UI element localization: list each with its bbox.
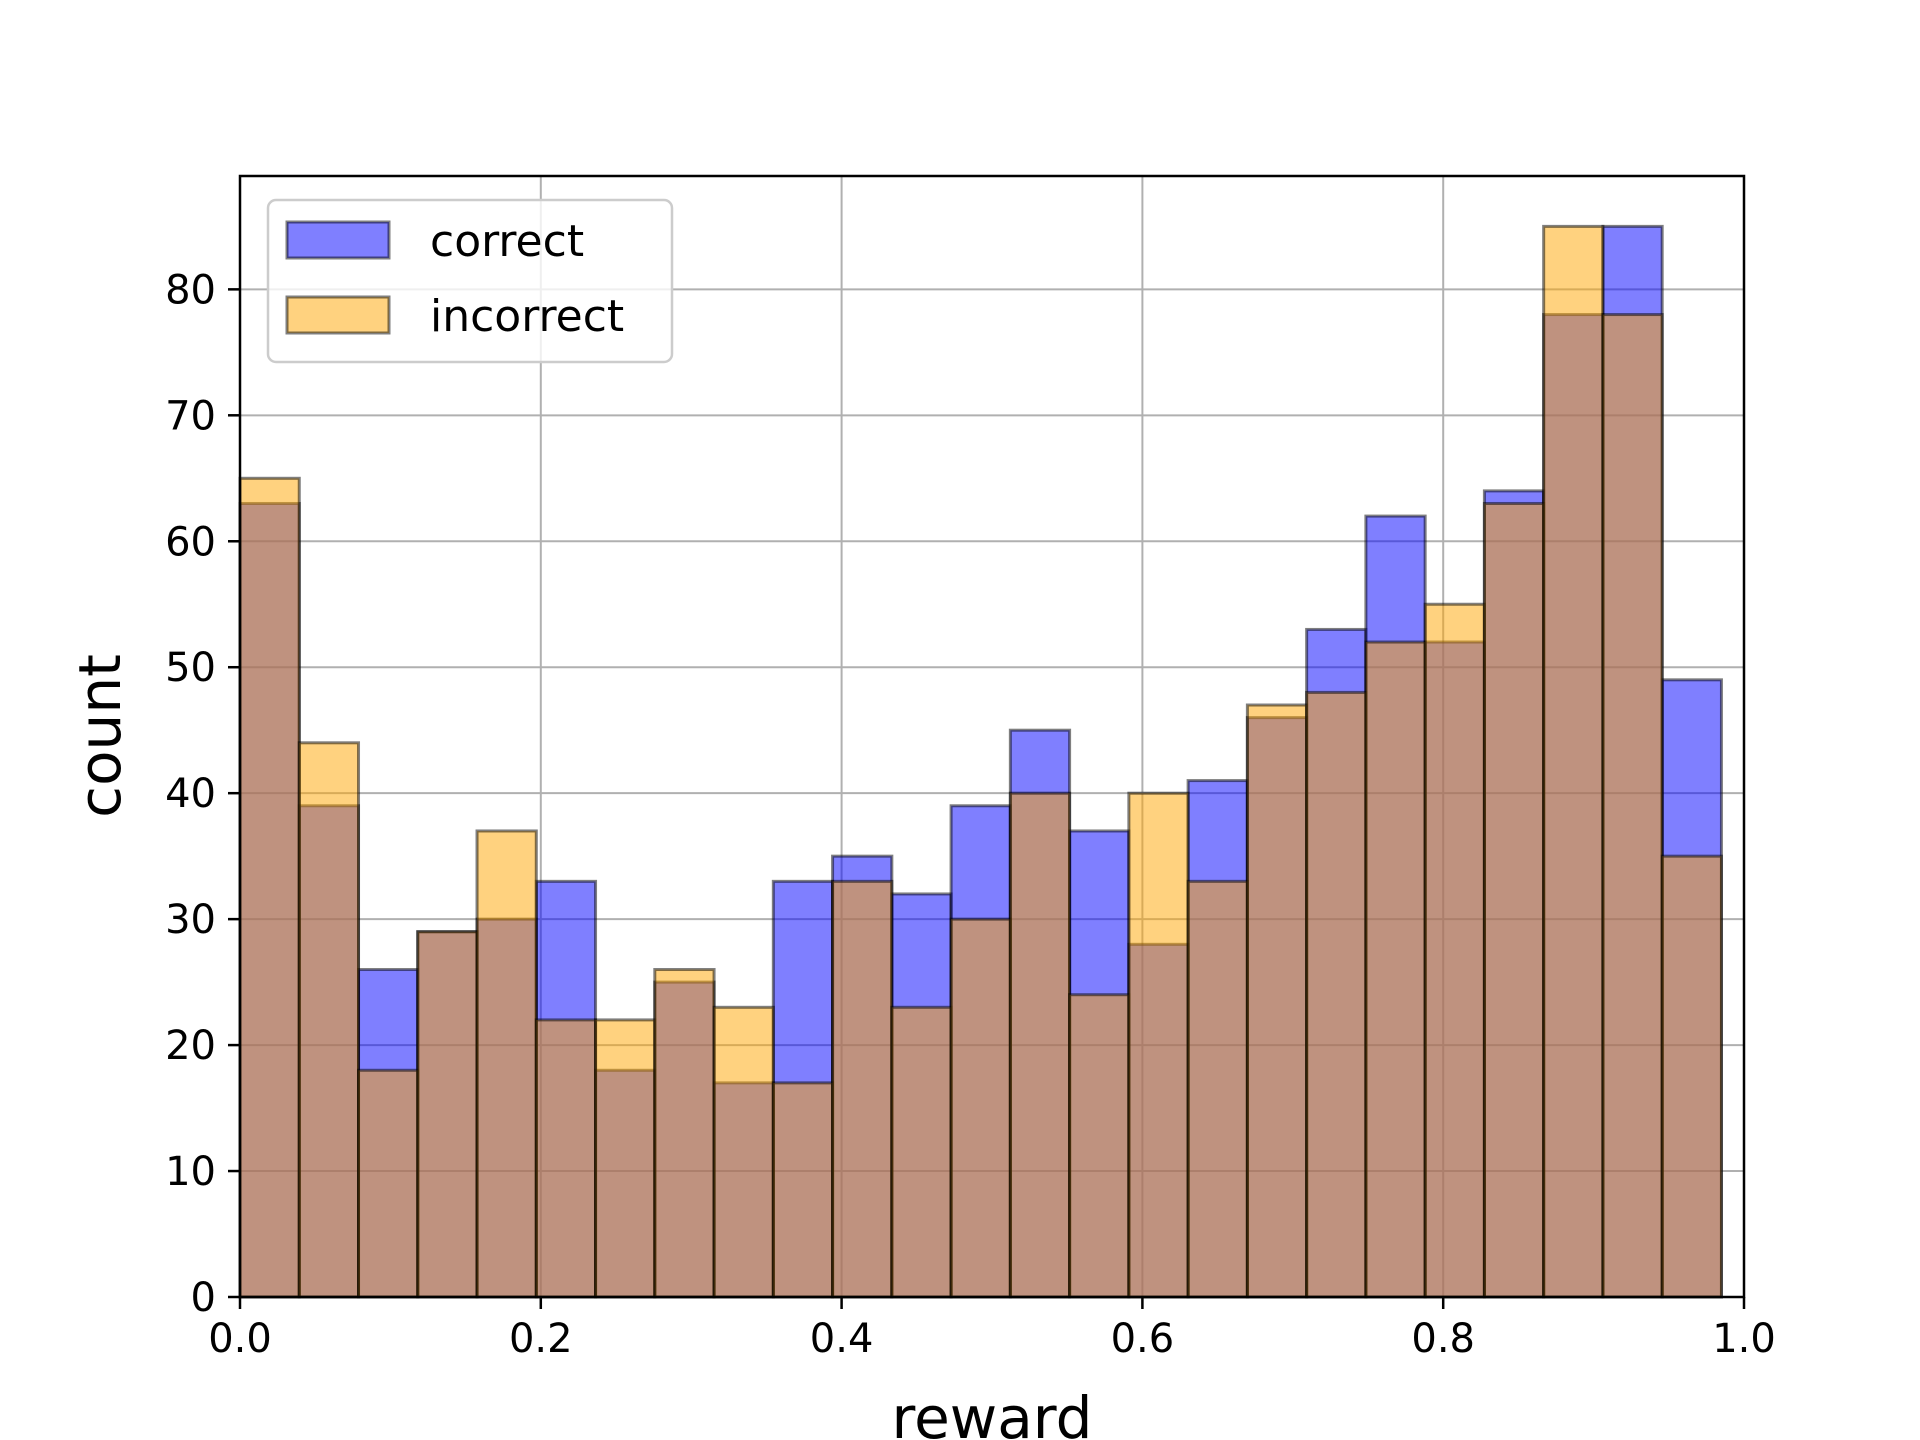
bar-incorrect xyxy=(1127,791,1190,1299)
x-tick-label: 0.4 xyxy=(810,1316,874,1362)
y-tick-label: 10 xyxy=(165,1149,216,1195)
legend: correct incorrect xyxy=(266,198,674,364)
x-axis-label: reward xyxy=(892,1384,1093,1440)
bar-incorrect xyxy=(297,741,361,1299)
bar-incorrect xyxy=(653,968,716,1299)
bar-incorrect xyxy=(594,1018,657,1299)
bar-incorrect xyxy=(416,930,479,1299)
plot-frame xyxy=(238,174,1746,1299)
bar-incorrect xyxy=(1305,690,1368,1299)
bar-incorrect xyxy=(1542,224,1605,1299)
bar-incorrect xyxy=(1008,791,1072,1299)
legend-label-correct: correct xyxy=(430,216,584,267)
x-tick-label: 0.2 xyxy=(509,1316,573,1362)
bar-incorrect xyxy=(1364,640,1427,1299)
bar-incorrect xyxy=(949,917,1012,1299)
bar-incorrect xyxy=(831,879,894,1299)
y-tick-label: 80 xyxy=(165,267,216,313)
bar-incorrect xyxy=(534,1018,598,1299)
legend-swatch-incorrect xyxy=(285,295,391,335)
legend-label-incorrect: incorrect xyxy=(430,291,624,342)
bar-incorrect xyxy=(238,476,301,1299)
bar-incorrect xyxy=(771,1081,835,1299)
x-tick-label: 1.0 xyxy=(1712,1316,1776,1362)
bar-incorrect xyxy=(1068,993,1131,1299)
bar-incorrect xyxy=(1423,602,1486,1299)
histogram-bars xyxy=(238,224,1723,1299)
y-axis-label: count xyxy=(66,654,134,818)
x-tick-label: 0.6 xyxy=(1111,1316,1175,1362)
bar-incorrect xyxy=(475,829,538,1299)
y-tick-label: 40 xyxy=(165,771,216,817)
y-tick-label: 20 xyxy=(165,1023,216,1069)
y-tick-label: 70 xyxy=(165,393,216,439)
axis-ticks: 0.0 0.2 0.4 0.6 0.8 1.0 0 10 20 30 40 50 60 70 80 xyxy=(165,267,1776,1362)
bar-incorrect xyxy=(1186,879,1249,1299)
y-tick-label: 30 xyxy=(165,897,216,943)
bar-incorrect xyxy=(357,1068,420,1299)
y-tick-label: 60 xyxy=(165,519,216,565)
bar-incorrect xyxy=(890,1005,953,1299)
legend-swatch-correct xyxy=(285,220,391,260)
bar-incorrect xyxy=(1660,854,1723,1299)
y-tick-label: 50 xyxy=(165,645,216,691)
bar-incorrect xyxy=(1245,703,1309,1299)
bar-incorrect xyxy=(1601,313,1664,1299)
x-tick-label: 0.8 xyxy=(1411,1316,1475,1362)
y-tick-label: 0 xyxy=(191,1275,216,1321)
x-tick-label: 0.0 xyxy=(208,1316,272,1362)
bar-incorrect xyxy=(712,1005,775,1299)
bar-incorrect xyxy=(1482,501,1546,1299)
